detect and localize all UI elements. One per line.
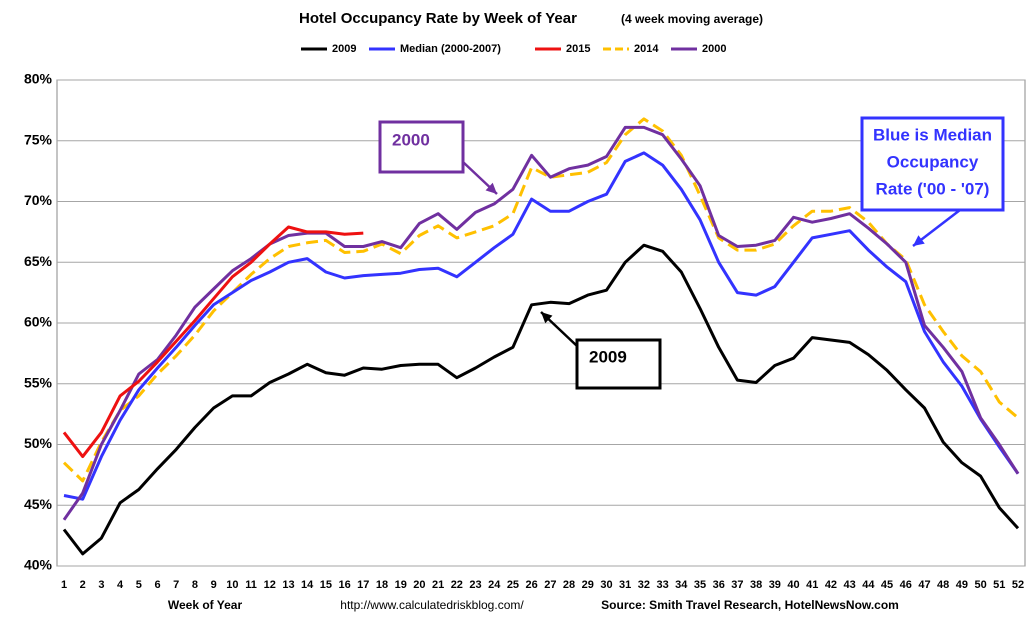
x-tick-label: 51 <box>993 579 1005 591</box>
y-tick-label: 70% <box>24 192 53 208</box>
x-tick-label: 26 <box>526 579 538 591</box>
x-tick-label: 44 <box>862 579 875 591</box>
series-line <box>62 243 1020 556</box>
x-tick-label: 52 <box>1012 579 1024 591</box>
x-tick-label: 3 <box>98 579 104 591</box>
annotation-arrowhead <box>541 312 553 324</box>
x-tick-label: 11 <box>245 579 257 591</box>
x-tick-label: 33 <box>656 579 668 591</box>
series-line <box>62 117 1019 483</box>
x-tick-label: 9 <box>211 579 217 591</box>
x-tick-label: 40 <box>787 579 799 591</box>
series-line <box>62 125 1020 521</box>
x-tick-label: 16 <box>338 579 350 591</box>
x-tick-label: 34 <box>675 579 688 591</box>
x-tick-label: 45 <box>881 579 893 591</box>
x-tick-label: 7 <box>173 579 179 591</box>
x-tick-label: 2 <box>80 579 86 591</box>
x-tick-label: 23 <box>469 579 481 591</box>
annotation-box <box>860 116 1005 212</box>
legend-label: Median (2000-2007) <box>400 43 501 55</box>
x-tick-label: 8 <box>192 579 198 591</box>
x-tick-label: 21 <box>432 579 444 591</box>
x-tick-label: 32 <box>638 579 650 591</box>
x-tick-label: 27 <box>544 579 556 591</box>
x-tick-label: 42 <box>825 579 837 591</box>
x-axis-label: Week of Year <box>168 598 243 612</box>
x-tick-label: 6 <box>154 579 160 591</box>
x-tick-label: 14 <box>301 579 314 591</box>
x-tick-label: 47 <box>918 579 930 591</box>
x-tick-label: 10 <box>226 579 238 591</box>
x-tick-label: 19 <box>395 579 407 591</box>
annotation-box <box>378 120 465 174</box>
annotation-text: 2000 <box>392 130 430 149</box>
chart-subtitle: (4 week moving average) <box>621 12 763 26</box>
annotation-text: 2009 <box>589 347 627 366</box>
legend-label: 2015 <box>566 43 590 55</box>
x-tick-label: 24 <box>488 579 501 591</box>
x-tick-label: 48 <box>937 579 949 591</box>
x-tick-label: 31 <box>619 579 631 591</box>
x-tick-label: 50 <box>974 579 986 591</box>
x-tick-label: 37 <box>731 579 743 591</box>
y-tick-label: 60% <box>24 314 53 330</box>
x-tick-label: 35 <box>694 579 706 591</box>
legend-label: 2009 <box>332 43 356 55</box>
x-tick-label: 38 <box>750 579 762 591</box>
y-tick-label: 55% <box>24 374 53 390</box>
x-tick-label: 43 <box>844 579 856 591</box>
chart-title: Hotel Occupancy Rate by Week of Year <box>299 10 577 27</box>
legend-label: 2014 <box>634 43 659 55</box>
y-tick-label: 45% <box>24 496 53 512</box>
x-tick-label: 15 <box>320 579 332 591</box>
y-tick-label: 65% <box>24 253 53 269</box>
y-tick-label: 50% <box>24 435 53 451</box>
annotation-arrowhead <box>913 235 925 246</box>
annotation-text: Blue is Median <box>873 125 992 144</box>
x-tick-label: 28 <box>563 579 575 591</box>
x-tick-label: 30 <box>600 579 612 591</box>
y-tick-label: 80% <box>24 71 53 87</box>
legend-label: 2000 <box>702 43 726 55</box>
x-tick-label: 20 <box>413 579 425 591</box>
x-tick-label: 22 <box>451 579 463 591</box>
source-note: Source: Smith Travel Research, HotelNews… <box>601 598 899 612</box>
annotation-text: Rate ('00 - '07) <box>876 179 990 198</box>
annotation-text: Occupancy <box>887 152 979 171</box>
x-tick-label: 41 <box>806 579 818 591</box>
x-tick-label: 13 <box>282 579 294 591</box>
series-line <box>62 225 364 459</box>
x-tick-label: 5 <box>136 579 142 591</box>
x-tick-label: 36 <box>713 579 725 591</box>
x-tick-label: 49 <box>956 579 968 591</box>
x-tick-label: 12 <box>264 579 276 591</box>
x-tick-label: 17 <box>357 579 369 591</box>
x-tick-label: 18 <box>376 579 388 591</box>
y-tick-label: 40% <box>24 557 53 573</box>
annotation-arrowhead <box>485 182 497 194</box>
x-tick-label: 29 <box>582 579 594 591</box>
x-tick-label: 1 <box>61 579 67 591</box>
x-tick-label: 39 <box>769 579 781 591</box>
y-tick-label: 75% <box>24 131 53 147</box>
url-note: http://www.calculatedriskblog.com/ <box>340 598 524 612</box>
series-line <box>63 151 1020 501</box>
x-tick-label: 46 <box>900 579 912 591</box>
annotation-box <box>575 338 662 390</box>
x-tick-label: 4 <box>117 579 124 591</box>
x-tick-label: 25 <box>507 579 519 591</box>
